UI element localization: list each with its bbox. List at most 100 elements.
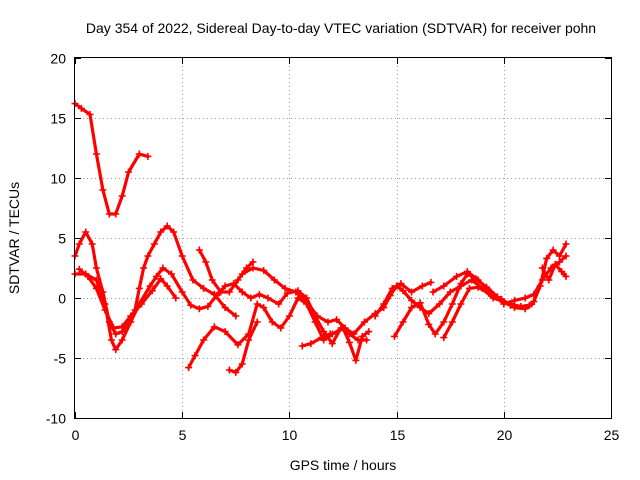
data-point: [118, 192, 126, 200]
data-point: [313, 312, 321, 320]
data-point: [118, 323, 126, 331]
data-series-arc-8: [238, 264, 529, 338]
data-point: [363, 336, 371, 344]
data-point: [140, 264, 148, 272]
data-point: [474, 276, 482, 284]
data-point: [440, 334, 448, 342]
data-point: [225, 288, 233, 296]
data-point: [562, 272, 570, 280]
data-point: [463, 268, 471, 276]
data-point: [457, 280, 465, 288]
data-point: [75, 265, 83, 273]
data-point: [431, 330, 439, 338]
data-point: [238, 288, 246, 296]
y-tick-label: 10: [50, 171, 66, 187]
data-series-arc-10: [371, 278, 435, 320]
data-point: [148, 287, 156, 295]
x-tick-label: 20: [497, 427, 513, 443]
x-tick-label: 10: [282, 427, 298, 443]
data-point: [390, 332, 398, 340]
series-line: [227, 320, 259, 374]
data-point: [234, 276, 242, 284]
data-point: [208, 276, 216, 284]
data-point: [127, 318, 135, 326]
data-point: [277, 324, 285, 332]
data-point: [408, 288, 416, 296]
data-point: [292, 288, 300, 296]
data-point: [202, 258, 210, 266]
data-point: [530, 298, 538, 306]
data-point: [446, 288, 454, 296]
x-tick-label: 5: [179, 427, 187, 443]
data-point: [408, 304, 416, 312]
data-point: [101, 306, 109, 314]
data-point: [92, 284, 100, 292]
data-point: [84, 272, 92, 280]
y-tick-label: 0: [58, 291, 66, 307]
data-point: [253, 318, 261, 326]
data-point: [210, 323, 218, 331]
data-point: [425, 320, 433, 328]
data-point: [157, 275, 165, 283]
data-point: [500, 300, 508, 308]
data-point: [110, 324, 118, 332]
data-point: [511, 304, 519, 312]
data-point: [178, 288, 186, 296]
data-point: [137, 300, 145, 308]
data-point: [562, 240, 570, 248]
series-line: [187, 296, 371, 370]
data-point: [399, 287, 407, 295]
data-point: [365, 328, 373, 336]
data-point: [465, 284, 473, 292]
data-point: [112, 346, 120, 354]
series-line: [300, 332, 332, 348]
data-point: [191, 352, 199, 360]
data-point: [427, 278, 435, 286]
data-point: [521, 294, 529, 302]
series-line: [77, 267, 178, 330]
y-tick-label: 15: [50, 111, 66, 127]
data-point: [200, 336, 208, 344]
data-point: [440, 282, 448, 290]
grid: [75, 58, 611, 418]
y-tick-label: -10: [46, 411, 66, 427]
data-point: [92, 276, 100, 284]
data-point: [118, 336, 126, 344]
y-tick-label: 20: [50, 51, 66, 67]
x-tick-label: 15: [390, 427, 406, 443]
data-point: [303, 298, 311, 306]
x-axis-label: GPS time / hours: [290, 457, 397, 473]
data-point: [543, 254, 551, 262]
data-point: [167, 270, 175, 278]
data-point: [435, 300, 443, 308]
data-point: [221, 282, 229, 290]
data-point: [245, 336, 253, 344]
data-point: [82, 228, 90, 236]
data-point: [86, 110, 94, 118]
data-point: [333, 316, 341, 324]
data-point: [99, 186, 107, 194]
data-point: [163, 282, 171, 290]
data-point: [146, 282, 154, 290]
data-point: [112, 210, 120, 218]
data-point: [195, 246, 203, 254]
data-point: [135, 150, 143, 158]
data-point: [453, 272, 461, 280]
data-point: [556, 258, 564, 266]
data-point: [187, 301, 195, 309]
data-point: [380, 300, 388, 308]
data-point: [341, 324, 349, 332]
data-point: [225, 366, 233, 374]
data-point: [399, 318, 407, 326]
data-point: [551, 260, 559, 268]
data-point: [429, 288, 437, 296]
data-point: [255, 290, 263, 298]
data-point: [275, 300, 283, 308]
data-point: [487, 288, 495, 296]
y-tick-label: 5: [58, 231, 66, 247]
data-point: [92, 150, 100, 158]
data-point: [157, 228, 165, 236]
data-point: [150, 240, 158, 248]
data-point: [75, 240, 83, 248]
